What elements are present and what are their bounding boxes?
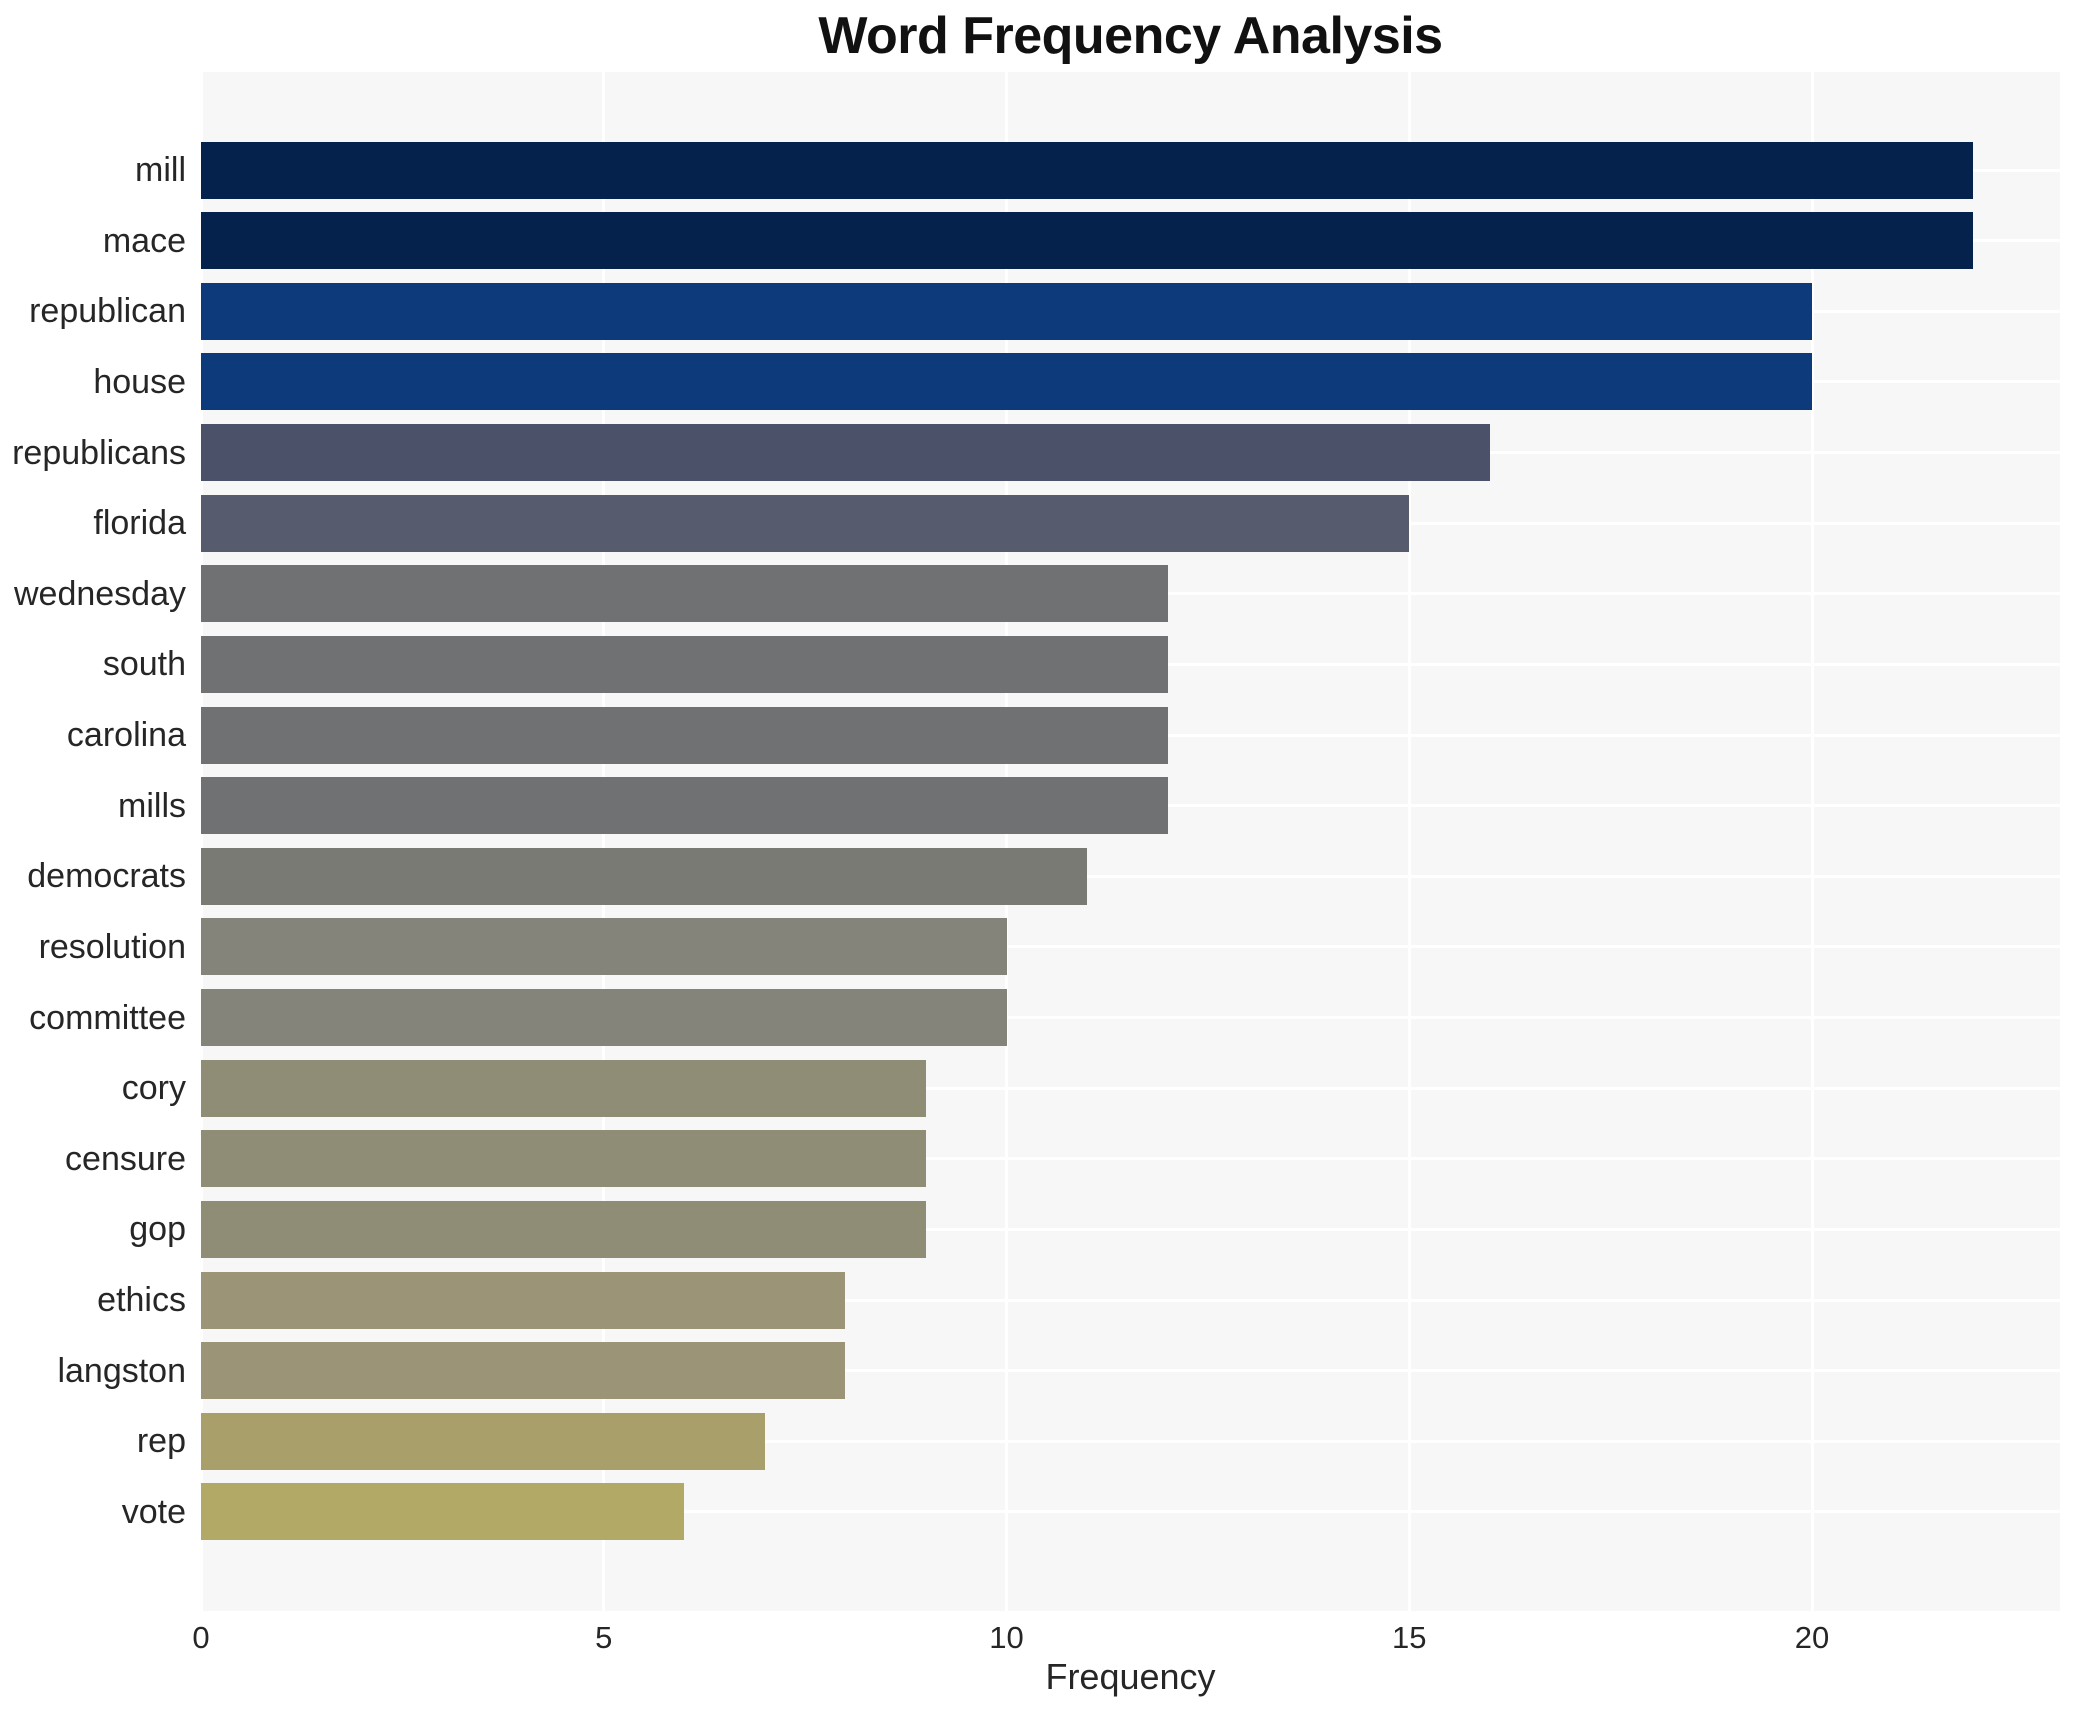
y-label-resolution: resolution bbox=[38, 927, 186, 966]
y-label-mills: mills bbox=[118, 786, 186, 825]
y-gridline-censure bbox=[201, 1157, 2060, 1161]
y-label-florida: florida bbox=[93, 504, 186, 543]
bar-republicans bbox=[201, 424, 1490, 482]
y-gridline-ethics bbox=[201, 1298, 2060, 1302]
bar-carolina bbox=[201, 706, 1168, 764]
y-label-rep: rep bbox=[136, 1422, 186, 1461]
plot-area bbox=[201, 72, 2060, 1611]
y-label-mace: mace bbox=[102, 221, 186, 260]
y-gridline-vote bbox=[201, 1510, 2060, 1514]
bar-mill bbox=[201, 141, 1974, 199]
bar-ethics bbox=[201, 1271, 846, 1329]
bar-mills bbox=[201, 777, 1168, 835]
y-label-wednesday: wednesday bbox=[13, 574, 186, 613]
bar-democrats bbox=[201, 847, 1088, 905]
y-label-cory: cory bbox=[121, 1069, 186, 1108]
bar-south bbox=[201, 635, 1168, 693]
y-gridline-committee bbox=[201, 1016, 2060, 1020]
bar-committee bbox=[201, 989, 1007, 1047]
y-gridline-gop bbox=[201, 1227, 2060, 1231]
x-tick-label-10: 10 bbox=[989, 1620, 1024, 1655]
y-label-mill: mill bbox=[135, 151, 186, 189]
chart-title: Word Frequency Analysis bbox=[818, 7, 1443, 65]
y-label-vote: vote bbox=[121, 1492, 186, 1531]
bar-wednesday bbox=[201, 565, 1168, 623]
y-label-south: south bbox=[102, 645, 186, 684]
bar-florida bbox=[201, 494, 1410, 552]
bar-censure bbox=[201, 1130, 926, 1188]
x-gridline-20 bbox=[1810, 72, 1814, 1611]
bar-house bbox=[201, 353, 1812, 411]
x-tick-label-15: 15 bbox=[1392, 1620, 1427, 1655]
y-label-republicans: republicans bbox=[12, 433, 186, 472]
bar-republican bbox=[201, 282, 1812, 340]
y-gridline-rep bbox=[201, 1439, 2060, 1443]
y-gridline-democrats bbox=[201, 874, 2060, 878]
bar-mace bbox=[201, 212, 1974, 270]
x-tick-label-0: 0 bbox=[192, 1620, 210, 1655]
bar-rep bbox=[201, 1412, 765, 1470]
y-label-democrats: democrats bbox=[27, 857, 186, 896]
bar-resolution bbox=[201, 918, 1007, 976]
y-gridline-langston bbox=[201, 1369, 2060, 1373]
y-label-langston: langston bbox=[57, 1351, 186, 1390]
y-label-house: house bbox=[93, 362, 186, 401]
y-label-censure: censure bbox=[65, 1139, 186, 1178]
bar-gop bbox=[201, 1200, 926, 1258]
x-gridline-5 bbox=[602, 72, 606, 1611]
x-gridline-0 bbox=[201, 72, 203, 1611]
x-gridline-10 bbox=[1005, 72, 1008, 1611]
x-gridline-15 bbox=[1407, 72, 1411, 1611]
x-tick-label-20: 20 bbox=[1794, 1620, 1830, 1655]
x-tick-label-5: 5 bbox=[595, 1620, 613, 1655]
y-gridline-cory bbox=[201, 1086, 2060, 1090]
bar-vote bbox=[201, 1483, 685, 1541]
y-label-committee: committee bbox=[29, 998, 186, 1037]
y-label-gop: gop bbox=[129, 1210, 186, 1249]
y-label-ethics: ethics bbox=[97, 1281, 186, 1320]
y-gridline-resolution bbox=[201, 945, 2060, 949]
bar-langston bbox=[201, 1342, 846, 1400]
y-label-republican: republican bbox=[29, 292, 186, 331]
y-label-carolina: carolina bbox=[66, 716, 186, 755]
x-axis-title: Frequency bbox=[1045, 1656, 1216, 1697]
bar-cory bbox=[201, 1059, 926, 1117]
